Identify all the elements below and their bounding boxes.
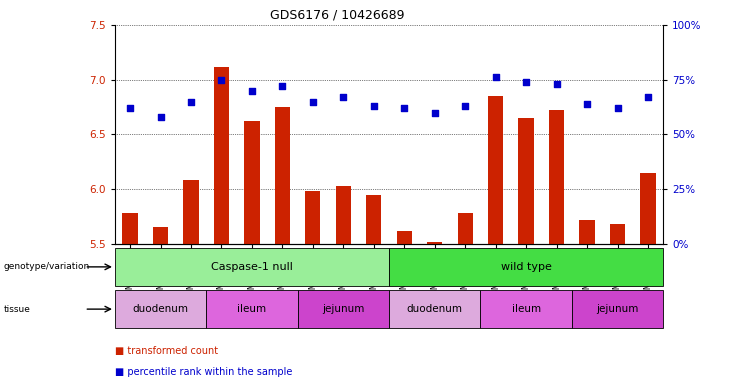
Text: GDS6176 / 10426689: GDS6176 / 10426689 [270,8,405,21]
Text: jejunum: jejunum [597,304,639,314]
Bar [396,231,412,244]
Point [246,88,258,94]
Text: wild type: wild type [501,262,551,272]
Text: ileum: ileum [237,304,267,314]
Bar [305,191,321,244]
Point [429,109,441,116]
Text: genotype/variation: genotype/variation [4,262,90,271]
Point [490,74,502,81]
Bar [579,220,594,244]
Point [276,83,288,89]
Point [399,105,411,111]
Text: ■ transformed count: ■ transformed count [115,346,218,356]
Bar [480,290,572,328]
Text: ileum: ileum [511,304,541,314]
Bar [488,96,503,244]
Bar [549,110,564,244]
Point [551,81,562,87]
Point [459,103,471,109]
Point [216,77,227,83]
Text: jejunum: jejunum [322,304,365,314]
Bar [572,290,663,328]
Bar [122,213,138,244]
Bar [184,180,199,244]
Bar [275,107,290,244]
Bar [115,248,389,286]
Bar [389,248,663,286]
Bar [389,290,480,328]
Bar [298,290,389,328]
Point [642,94,654,100]
Point [337,94,349,100]
Bar [115,290,206,328]
Text: tissue: tissue [4,305,30,314]
Point [155,114,167,120]
Bar [336,186,351,244]
Point [368,103,379,109]
Text: Caspase-1 null: Caspase-1 null [211,262,293,272]
Bar [153,227,168,244]
Bar [245,121,259,244]
Bar [214,66,229,244]
Bar [640,173,656,244]
Point [124,105,136,111]
Text: duodenum: duodenum [407,304,462,314]
Text: ■ percentile rank within the sample: ■ percentile rank within the sample [115,367,292,377]
Point [611,105,623,111]
Bar [610,224,625,244]
Bar [206,290,298,328]
Bar [457,213,473,244]
Bar [366,195,382,244]
Point [307,98,319,104]
Point [520,79,532,85]
Point [185,98,197,104]
Bar [519,118,534,244]
Text: duodenum: duodenum [133,304,188,314]
Bar [427,242,442,244]
Point [581,101,593,107]
